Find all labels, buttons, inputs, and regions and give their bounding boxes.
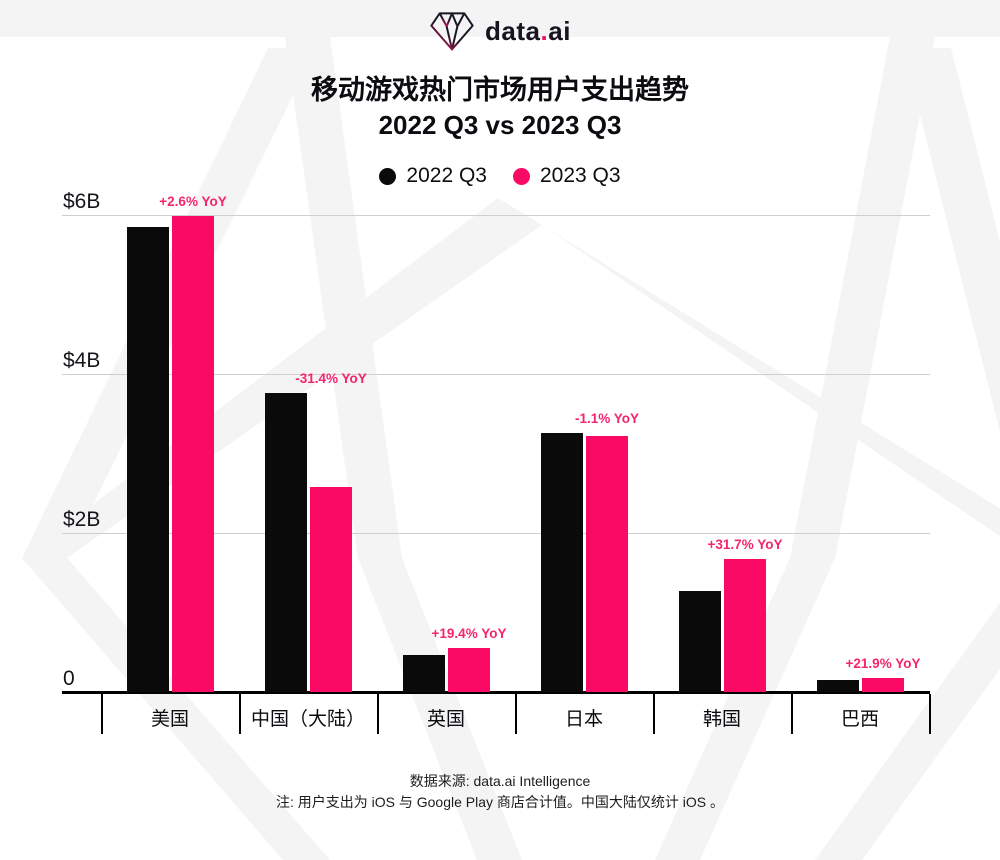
bar-2022q3-日本 [541,432,583,692]
bar-2022q3-英国 [403,655,445,692]
legend-label: 2022 Q3 [406,164,487,187]
logo-dot: . [540,15,549,46]
bar-2023q3-日本 [586,436,628,692]
yoy-label-中国（大陆）: -31.4% YoY [295,371,367,387]
x-axis-tick [101,694,103,734]
legend-item-2022q3: 2022 Q3 [379,164,487,188]
bar-2022q3-美国 [127,226,169,692]
chart-subtitle: 2022 Q3 vs 2023 Q3 [378,110,622,140]
x-axis-tick [239,694,241,734]
x-axis-label-英国: 英国 [426,709,465,730]
x-axis-label-中国（大陆）: 中国（大陆） [250,709,365,730]
x-axis-label-日本: 日本 [564,709,603,730]
yoy-label-日本: -1.1% YoY [574,410,640,426]
x-axis-label-美国: 美国 [150,709,189,730]
bar-2022q3-巴西 [817,680,859,692]
methodology-note: 注: 用户支出为 iOS 与 Google Play 商店合计值。中国大陆仅统计… [275,794,725,810]
bar-2022q3-中国（大陆） [265,393,307,692]
logo-wordmark: data.ai [485,15,571,46]
gridline-$6B [62,215,930,216]
yoy-label-美国: +2.6% YoY [159,193,227,209]
y-axis-label-$4B: $4B [63,349,101,372]
x-axis-label-巴西: 巴西 [840,709,879,730]
bar-2023q3-英国 [448,648,490,692]
gridline-$2B [62,533,930,534]
y-axis-label-0: 0 [63,667,75,690]
bar-2023q3-中国（大陆） [310,486,352,692]
bar-2023q3-美国 [172,215,214,692]
yoy-label-巴西: +21.9% YoY [845,655,921,671]
x-axis-tick [929,694,931,734]
bar-2023q3-巴西 [862,677,904,692]
x-axis-label-韩国: 韩国 [702,709,741,730]
bar-2022q3-韩国 [679,591,721,692]
x-axis-tick [377,694,379,734]
x-axis-tick [653,694,655,734]
chart-title: 移动游戏热门市场用户支出趋势 [311,75,689,105]
legend: 2022 Q3 2023 Q3 [0,162,1000,190]
yoy-label-英国: +19.4% YoY [431,626,507,642]
x-axis-line [62,691,930,694]
legend-dot-2022q3 [379,167,397,185]
data-source-note: 数据来源: data.ai Intelligence [409,773,591,789]
x-axis-tick [515,694,517,734]
bar-2023q3-韩国 [724,559,766,692]
gridline-$4B [62,374,930,375]
x-axis-tick [791,694,793,734]
y-axis-label-$6B: $6B [63,190,101,213]
diamond-logo-icon [430,12,474,51]
legend-dot-2023q3 [513,167,530,185]
data-ai-logo: data.ai [0,8,1000,54]
yoy-label-韩国: +31.7% YoY [707,537,783,553]
y-axis-label-$2B: $2B [63,508,101,531]
legend-label: 2023 Q3 [540,164,621,187]
legend-item-2023q3: 2023 Q3 [513,164,621,188]
